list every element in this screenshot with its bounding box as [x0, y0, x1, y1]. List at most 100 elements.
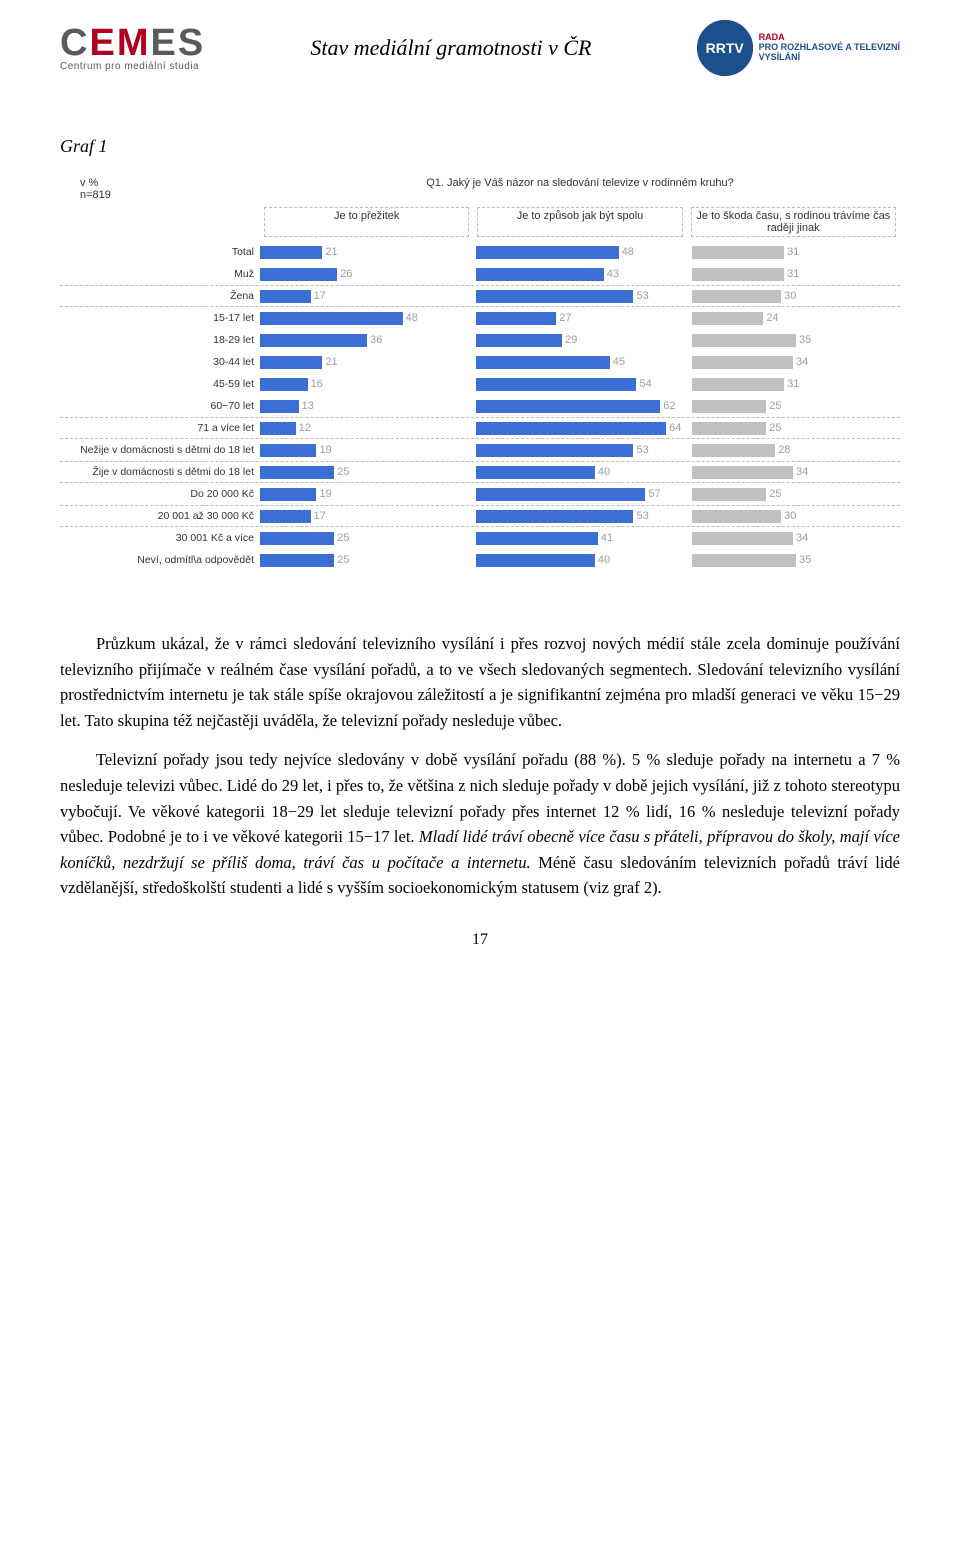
bar-value: 24 [766, 312, 778, 324]
bar [692, 444, 775, 457]
corner-l2: n=819 [80, 189, 260, 201]
bar-value: 25 [337, 532, 349, 544]
para-1: Průzkum ukázal, že v rámci sledování tel… [60, 631, 900, 733]
bar-value: 35 [799, 554, 811, 566]
row-cells: 19 57 25 [260, 488, 900, 501]
bar-cell: 12 [260, 422, 468, 435]
bar-value: 40 [598, 554, 610, 566]
bar-cell: 13 [260, 400, 468, 413]
bar-cell: 25 [692, 422, 900, 435]
logo-rrtv: RRTV RADA PRO ROZHLASOVÉ A TELEVIZNÍ VYS… [697, 20, 900, 76]
chart-row: Muž 26 43 31 [60, 263, 900, 285]
bar [476, 290, 633, 303]
bar-value: 28 [778, 444, 790, 456]
chart-row: 18-29 let362935 [60, 329, 900, 351]
bar-cell: 35 [692, 554, 900, 567]
chart-row: Neví, odmítl\a odpovědět254035 [60, 549, 900, 571]
bar-cell: 19 [260, 488, 468, 501]
bar-cell: 54 [476, 378, 684, 391]
bar [476, 488, 645, 501]
bar [692, 554, 796, 567]
bar-cell: 57 [476, 488, 684, 501]
row-cells: 254134 [260, 532, 900, 545]
bar-value: 34 [796, 356, 808, 368]
chart: v % n=819 Q1. Jaký je Váš názor na sledo… [60, 177, 900, 571]
bar-cell: 25 [260, 466, 468, 479]
row-label: Neví, odmítl\a odpovědět [60, 554, 260, 566]
bar [692, 466, 793, 479]
bar-cell: 48 [476, 246, 684, 259]
legend-0: Je to přežitek [264, 207, 469, 237]
bar-cell: 25 [260, 532, 468, 545]
bar-cell: 31 [692, 378, 900, 391]
row-label: Žije v domácnosti s dětmi do 18 let [60, 466, 260, 478]
bar-cell: 25 [692, 400, 900, 413]
bar-cell: 21 [260, 246, 468, 259]
bar-cell: 24 [692, 312, 900, 325]
bar-cell: 43 [476, 268, 684, 281]
bar-value: 27 [559, 312, 571, 324]
bar [692, 290, 781, 303]
page-number: 17 [60, 931, 900, 949]
bar-value: 53 [636, 290, 648, 302]
figure-label: Graf 1 [60, 136, 900, 157]
bar [260, 334, 367, 347]
bar-cell: 64 [476, 422, 684, 435]
bar [476, 444, 633, 457]
bar-value: 25 [769, 422, 781, 434]
bar-value: 29 [565, 334, 577, 346]
logo-cemes: CEMES Centrum pro mediální studia [60, 24, 205, 72]
row-label: 30 001 Kč a více [60, 532, 260, 544]
bar [476, 532, 598, 545]
chart-row: Total214831 [60, 241, 900, 263]
bar [476, 400, 660, 413]
bar-value: 19 [319, 488, 331, 500]
bar-cell: 34 [692, 356, 900, 369]
chart-row: Žije v domácnosti s dětmi do 18 let25403… [60, 461, 900, 483]
bar-value: 25 [769, 488, 781, 500]
bar-cell: 27 [476, 312, 684, 325]
chart-row: 45-59 let165431 [60, 373, 900, 395]
row-cells: 26 43 31 [260, 268, 900, 281]
chart-corner-note: v % n=819 [60, 177, 260, 201]
bar [260, 488, 316, 501]
rrtv-line3: VYSÍLÁNÍ [759, 53, 900, 63]
bar [260, 510, 311, 523]
bar-value: 35 [799, 334, 811, 346]
row-label: Do 20 000 Kč [60, 488, 260, 500]
chart-row: Nežije v domácnosti s dětmi do 18 let195… [60, 439, 900, 461]
row-label: Žena [60, 290, 260, 302]
chart-row: 30-44 let214534 [60, 351, 900, 373]
bar-value: 45 [613, 356, 625, 368]
header: CEMES Centrum pro mediální studia Stav m… [60, 20, 900, 76]
bar [692, 400, 766, 413]
legend-2: Je to škoda času, s rodinou trávíme čas … [691, 207, 896, 237]
row-label: 20 001 až 30 000 Kč [60, 510, 260, 522]
legend-spacer [60, 207, 260, 237]
bar-cell: 34 [692, 466, 900, 479]
bar [692, 268, 784, 281]
bar-value: 48 [622, 246, 634, 258]
bar-cell: 36 [260, 334, 468, 347]
bar [692, 378, 784, 391]
row-label: Muž [60, 268, 260, 280]
bar-value: 54 [639, 378, 651, 390]
bar-value: 57 [648, 488, 660, 500]
bar [260, 312, 403, 325]
bar-value: 53 [636, 510, 648, 522]
chart-rows: Total214831Muž264331Žena17533015-17 let4… [60, 241, 900, 571]
bar-value: 16 [311, 378, 323, 390]
para-2: Televizní pořady jsou tedy nejvíce sledo… [60, 747, 900, 900]
chart-row: Do 20 000 Kč 19 57 25 [60, 483, 900, 505]
bar-cell: 62 [476, 400, 684, 413]
bar-cell: 31 [692, 268, 900, 281]
bar [692, 356, 793, 369]
bar-cell: 25 [692, 488, 900, 501]
bar-cell: 53 [476, 290, 684, 303]
bar-value: 17 [314, 510, 326, 522]
row-cells: 36 29 35 [260, 334, 900, 347]
bar-value: 41 [601, 532, 613, 544]
bar-value: 26 [340, 268, 352, 280]
bar-value: 30 [784, 290, 796, 302]
row-label: 71 a více let [60, 422, 260, 434]
